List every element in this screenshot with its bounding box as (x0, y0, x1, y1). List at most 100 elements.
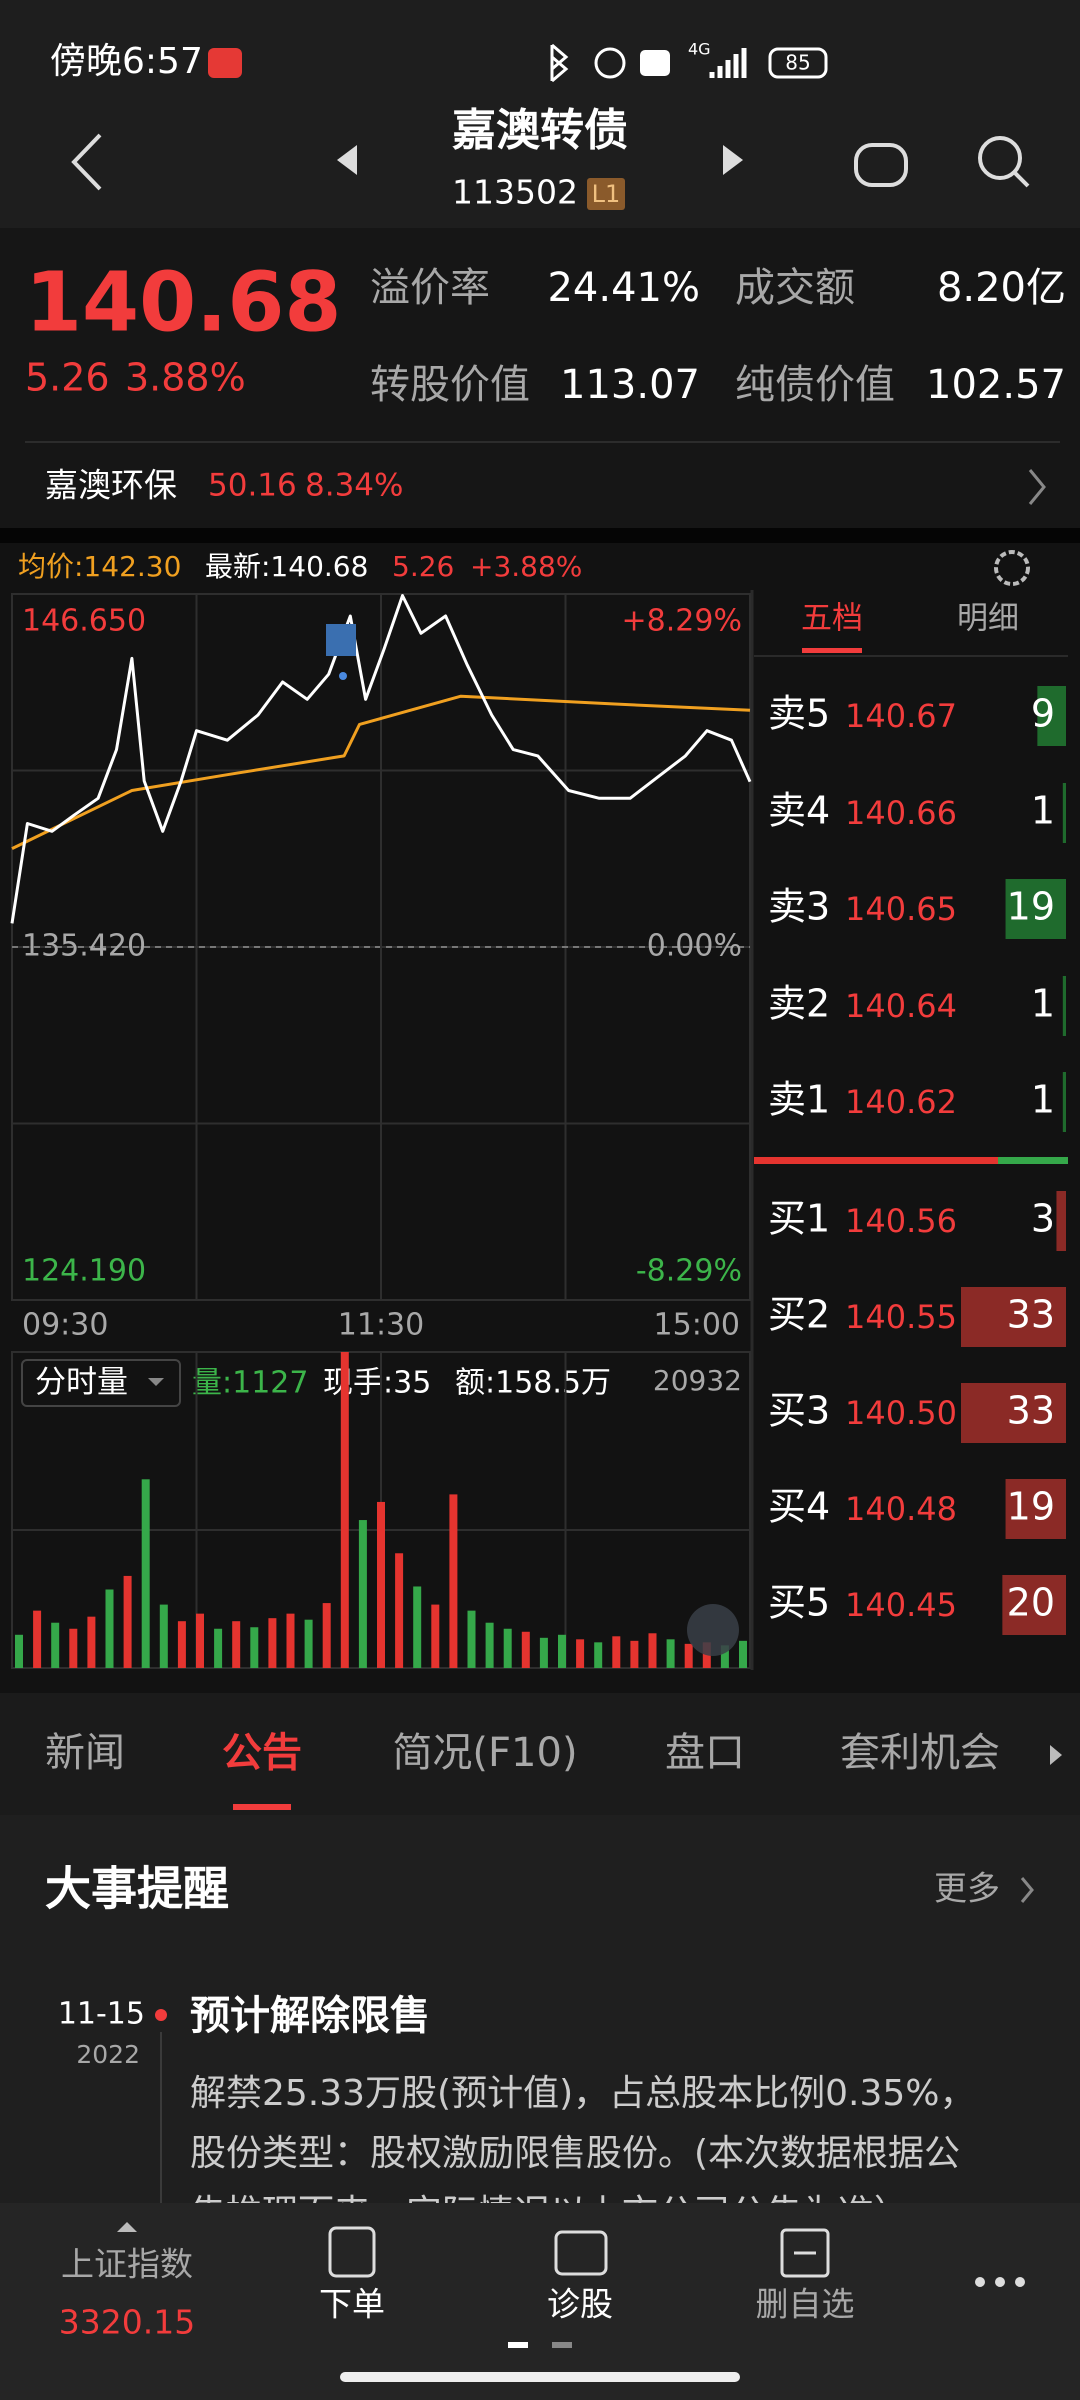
y2-tick-label: +8.29% (622, 604, 742, 639)
content-tab[interactable]: 套利机会 (840, 1730, 1000, 1776)
expand-button[interactable] (687, 1604, 739, 1656)
more-dot[interactable] (975, 2277, 985, 2287)
content-tab[interactable]: 公告 (222, 1730, 302, 1776)
volume-bar (232, 1621, 241, 1668)
book-price: 140.50 (845, 1394, 957, 1432)
book-label: 卖4 (768, 789, 830, 833)
x-tick-label: 15:00 (654, 1308, 740, 1343)
more-dot[interactable] (995, 2277, 1005, 2287)
book-label: 卖1 (768, 1078, 830, 1122)
more-dot[interactable] (1015, 2277, 1025, 2287)
x-tick-label: 11:30 (338, 1308, 424, 1343)
field-value: 113.07 (560, 362, 700, 408)
nav-item[interactable]: 诊股 (547, 2285, 613, 2324)
expand-arrow[interactable] (117, 2222, 137, 2232)
prev-button[interactable] (337, 145, 357, 175)
book-label: 买1 (768, 1197, 830, 1241)
book-volume: 33 (1007, 1389, 1055, 1433)
index-name[interactable]: 上证指数 (61, 2245, 193, 2284)
volume-label: 量:1127 (192, 1366, 308, 1401)
tab-underline (802, 648, 862, 653)
volume-bar (51, 1622, 60, 1668)
content-tab[interactable]: 简况(F10) (392, 1730, 577, 1776)
field-value: 8.20亿 (937, 265, 1066, 311)
volume-bar (268, 1618, 277, 1668)
price-change-pct: 3.88% (125, 356, 246, 400)
robot-button[interactable] (854, 143, 908, 187)
event-year: 2022 (76, 2040, 140, 2069)
volume-bar (449, 1494, 458, 1668)
book-tab[interactable]: 五档 (801, 601, 863, 637)
depth-bar (1062, 1072, 1066, 1132)
event-title: 预计解除限售 (190, 1993, 430, 2039)
book-label: 买2 (768, 1293, 830, 1337)
underlying-name[interactable]: 嘉澳环保 (45, 466, 177, 505)
book-label: 卖3 (768, 885, 830, 929)
remove-icon (780, 2228, 830, 2278)
y-tick-label: 146.650 (22, 604, 146, 639)
event-date: 11-15 (58, 1997, 145, 2032)
tab-scroll-arrow[interactable] (1050, 1745, 1062, 1765)
volume-bar (395, 1553, 404, 1668)
volume-bar (558, 1634, 566, 1668)
tab-underline (233, 1804, 291, 1810)
volume-bar (431, 1604, 440, 1668)
depth-bar (961, 1383, 1066, 1443)
gap (0, 528, 1080, 543)
volume-bar (503, 1628, 512, 1668)
book-price: 140.66 (845, 794, 957, 832)
volume-bar (377, 1501, 385, 1668)
settings-button[interactable] (994, 550, 1030, 586)
nav-item[interactable]: 下单 (319, 2285, 385, 2324)
book-price: 140.65 (845, 890, 957, 928)
book-volume: 1 (1031, 789, 1055, 833)
y2-tick-label: -8.29% (636, 1254, 742, 1289)
y2-tick-label: 0.00% (647, 929, 742, 964)
depth-bar (1062, 976, 1066, 1036)
page-dot (508, 2342, 528, 2348)
book-label: 卖5 (768, 692, 830, 736)
volume-selector-label[interactable]: 分时量 (35, 1365, 128, 1401)
battery-icon (768, 47, 828, 79)
depth-bar (1002, 1575, 1066, 1635)
back-button[interactable] (71, 133, 102, 191)
bottom-nav-bg (0, 2203, 1080, 2400)
latest-change: 5.26 (392, 550, 454, 583)
book-tab[interactable]: 明细 (957, 601, 1019, 637)
book-volume: 1 (1031, 1078, 1055, 1122)
volume-bar (286, 1613, 295, 1668)
field-label: 溢价率 (370, 265, 490, 311)
content-bg (0, 1815, 1080, 2205)
search-handle (1012, 170, 1030, 188)
chart-bg (0, 543, 1080, 1693)
sell-ratio (998, 1157, 1068, 1164)
volume-bar (177, 1621, 186, 1668)
depth-bar (1056, 1191, 1066, 1251)
volume-bar (340, 1352, 349, 1668)
tab-bar-bg (0, 1693, 1080, 1815)
content-tab[interactable]: 盘口 (665, 1730, 745, 1776)
latest-change-pct: +3.88% (470, 550, 582, 583)
search-button[interactable] (978, 136, 1022, 180)
field-label: 转股价值 (370, 362, 530, 408)
volume-bar (159, 1604, 168, 1668)
more-link[interactable]: 更多 (934, 1869, 1000, 1908)
y-tick-label: 20932 (653, 1364, 742, 1397)
book-volume: 19 (1007, 1485, 1055, 1529)
status-time: 傍晚6:57 (50, 41, 203, 82)
volume-bar (720, 1645, 729, 1668)
book-volume: 33 (1007, 1293, 1055, 1337)
page-dot (552, 2342, 572, 2348)
volume-selector[interactable] (21, 1359, 181, 1407)
event-text: 股份类型：股权激励限售股份。(本次数据根据公 (190, 2133, 960, 2174)
x-tick-label: 09:30 (22, 1308, 108, 1343)
next-button[interactable] (723, 145, 743, 175)
y-tick-label: 124.190 (22, 1254, 146, 1289)
header-code: 113502 (452, 173, 578, 212)
depth-bar (961, 1287, 1066, 1347)
underlying-change: 8.34% (305, 468, 403, 504)
nav-item[interactable]: 删自选 (756, 2285, 855, 2324)
content-tab[interactable]: 新闻 (45, 1730, 125, 1776)
book-volume: 19 (1007, 885, 1055, 929)
